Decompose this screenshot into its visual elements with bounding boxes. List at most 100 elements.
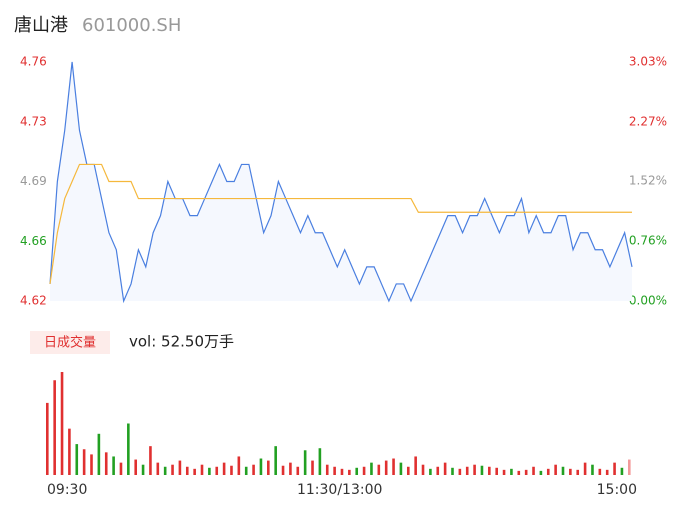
- volume-bar: [399, 462, 403, 475]
- volume-bar: [244, 466, 248, 475]
- volume-bar: [605, 469, 609, 475]
- volume-bar: [620, 467, 624, 475]
- volume-bar: [370, 462, 373, 475]
- price-area: [50, 62, 632, 301]
- volume-bar: [46, 402, 49, 475]
- volume-bar: [488, 466, 491, 475]
- volume-bar: [60, 372, 64, 475]
- y-tick-label: 4.73: [20, 114, 47, 128]
- volume-bar: [362, 466, 366, 475]
- x-tick-label: 15:00: [597, 482, 637, 498]
- volume-bar: [289, 462, 292, 475]
- volume-bar: [303, 450, 307, 475]
- volume-bar: [318, 448, 322, 475]
- volume-bar: [613, 462, 616, 475]
- volume-bar: [104, 452, 108, 475]
- volume-bar: [281, 465, 285, 475]
- volume-bar: [480, 465, 484, 475]
- y2-tick-label: 0.00%: [629, 294, 667, 308]
- line-1: [49, 163, 632, 285]
- y-tick-label: 4.76: [20, 55, 47, 69]
- volume-bar: [296, 466, 300, 475]
- volume-bar: [569, 468, 572, 475]
- volume-bar: [628, 459, 631, 475]
- volume-bar: [348, 469, 351, 475]
- volume-bar: [510, 468, 513, 475]
- volume-bar: [75, 444, 79, 475]
- volume-bar: [119, 462, 123, 475]
- volume-bar: [325, 464, 329, 475]
- volume-bar: [237, 456, 241, 475]
- line-0: [49, 61, 633, 304]
- chart-subtitle: 601000.SH: [82, 15, 181, 36]
- volume-bar: [178, 460, 182, 475]
- volume-bar: [502, 469, 506, 475]
- volume-bar: [583, 462, 587, 475]
- volume-bar: [436, 466, 440, 475]
- volume-bar: [414, 456, 417, 475]
- volume-bar: [340, 468, 344, 475]
- volume-bar: [429, 468, 432, 475]
- volume-bar: [517, 470, 521, 475]
- volume-bar: [546, 468, 550, 475]
- volume-bar: [377, 464, 381, 475]
- volume-bar: [524, 469, 528, 475]
- volume-bar: [171, 464, 174, 475]
- volume-bar: [384, 460, 388, 475]
- volume-bar: [473, 464, 476, 475]
- volume-bar: [222, 462, 226, 475]
- volume-bar: [90, 454, 93, 475]
- volume-bar: [554, 464, 557, 475]
- volume-bar: [311, 460, 314, 475]
- volume-legend: 日成交量: [44, 335, 96, 351]
- volume-bar: [355, 467, 359, 475]
- volume-bar: [97, 433, 101, 475]
- x-tick-label: 11:30/13:00: [297, 482, 382, 498]
- volume-bar: [185, 466, 189, 475]
- volume-bar: [163, 466, 167, 475]
- volume-bar: [127, 423, 130, 475]
- volume-bar: [274, 446, 277, 475]
- volume-bar: [598, 468, 602, 475]
- volume-bar: [443, 462, 447, 475]
- volume-bar: [392, 458, 395, 475]
- volume-bar: [333, 466, 336, 475]
- volume-bar: [193, 468, 196, 475]
- x-tick-label: 09:30: [47, 482, 87, 498]
- volume-bar: [465, 466, 469, 475]
- volume-bar: [68, 428, 71, 475]
- volume-legend-bg: [30, 331, 110, 354]
- volume-bar: [259, 458, 263, 475]
- volume-bar: [267, 460, 270, 475]
- volume-bar: [451, 467, 454, 475]
- volume-bar: [539, 470, 543, 475]
- volume-bar: [141, 464, 145, 475]
- volume-bar: [252, 464, 255, 475]
- y2-tick-label: 1.52%: [629, 174, 667, 188]
- volume-bar: [576, 469, 580, 475]
- volume-bar: [561, 466, 565, 475]
- volume-bar: [495, 467, 498, 475]
- volume-bar: [82, 449, 86, 475]
- volume-bar: [215, 466, 219, 475]
- volume-bar: [53, 380, 56, 475]
- volume-bar: [156, 462, 160, 475]
- y-tick-label: 4.62: [20, 294, 47, 308]
- volume-label: vol: 52.50万手: [129, 333, 234, 351]
- volume-bar: [112, 456, 115, 475]
- volume-bar: [200, 464, 204, 475]
- volume-bar: [406, 466, 410, 475]
- y-tick-label: 4.69: [20, 174, 47, 188]
- volume-bar: [421, 464, 425, 475]
- volume-bar: [458, 468, 462, 475]
- volume-bar: [149, 446, 152, 475]
- chart-title: 唐山港: [14, 15, 68, 36]
- volume-bar: [230, 465, 233, 475]
- y2-tick-label: 3.03%: [629, 55, 667, 69]
- y2-tick-label: 2.27%: [629, 114, 667, 128]
- volume-bar: [134, 459, 138, 475]
- volume-bar: [208, 467, 211, 475]
- y2-tick-label: 0.76%: [629, 234, 667, 248]
